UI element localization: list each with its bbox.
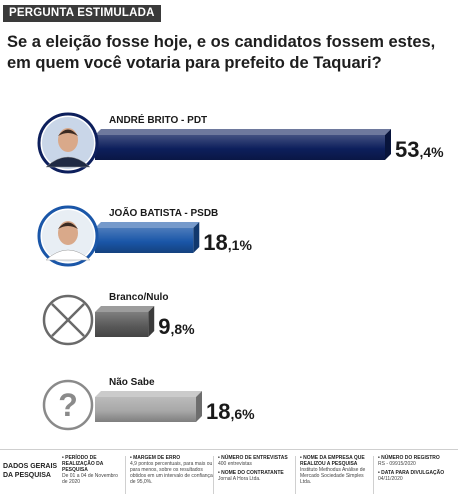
bar-group-3: Não Sabe 18,6%	[95, 377, 255, 424]
footer-separator	[295, 456, 296, 494]
bar-3	[95, 397, 197, 422]
footer-value: 4,9 pontos percentuais, para mais ou par…	[130, 461, 213, 485]
bar-top-3	[95, 391, 203, 397]
value-label-2: 9,8%	[158, 314, 195, 339]
bar-label-3: Não Sabe	[109, 377, 155, 388]
footer-heading: • DATA PARA DIVULGAÇÃO	[378, 470, 445, 476]
value-label-3: 18,6%	[206, 399, 255, 424]
vote-intention-chart: ANDRÉ BRITO - PDT 53,4% JOÃO BATISTA - PSD…	[37, 112, 444, 431]
value-label-0: 53,4%	[395, 137, 444, 162]
value-label-1: 18,1%	[203, 230, 252, 255]
question-circle-icon-3: ?	[42, 379, 94, 431]
footer-heading: • NÚMERO DO REGISTRO	[378, 455, 440, 461]
footer-separator	[213, 456, 214, 494]
candidate-photo-1	[37, 205, 99, 267]
bar-2	[95, 312, 149, 337]
candidate-photo-0	[37, 112, 99, 174]
footer-value: Instituto Methodus Análise de Mercado So…	[300, 467, 366, 485]
footer-value: RS - 09915/2020	[378, 461, 416, 467]
bar-side-3	[196, 391, 203, 422]
footer-value: 400 entrevistas	[218, 461, 252, 467]
footer-value: Jornal A Hora Ltda.	[218, 476, 261, 482]
question-title: Se a eleição fosse hoje, e os candidatos…	[7, 32, 452, 74]
footer-title: DADOS GERAIS DA PESQUISA	[3, 463, 58, 479]
bar-label-0: ANDRÉ BRITO - PDT	[109, 113, 207, 126]
footer-column-2: • NÚMERO DE ENTREVISTAS 400 entrevistas • …	[218, 455, 296, 485]
bar-group-0: ANDRÉ BRITO - PDT 53,4%	[95, 113, 444, 162]
footer-heading: • MARGEM DE ERRO	[130, 455, 181, 461]
footer-heading: • NÚMERO DE ENTREVISTAS	[218, 455, 288, 461]
footer-column-3: • NOME DA EMPRESA QUE REALIZOU A PESQUIS…	[300, 455, 374, 488]
footer-column-4: • NÚMERO DO REGISTRO RS - 09915/2020 • DAT…	[378, 455, 454, 485]
question-line-1: Se a eleição fosse hoje, e os candidatos…	[7, 33, 436, 51]
footer-value: De 01 a 04 de Novembro de 2020	[62, 473, 118, 485]
bar-0	[95, 135, 385, 160]
svg-text:?: ?	[58, 387, 78, 423]
question-line-2: em quem você votaria para prefeito de Ta…	[7, 54, 382, 72]
footer-heading: • NOME DO CONTRATANTE	[218, 470, 284, 476]
footer-separator	[373, 456, 374, 494]
bar-side-1	[193, 222, 200, 253]
footer-separator	[125, 456, 126, 494]
bar-top-2	[95, 306, 155, 312]
bar-group-1: JOÃO BATISTA - PSDB 18,1%	[95, 206, 252, 255]
bar-group-2: Branco/Nulo 9,8%	[95, 292, 195, 339]
bar-side-0	[385, 129, 391, 160]
footer-column-0: • PERÍODO DE REALIZAÇÃO DA PESQUISA De 01…	[62, 455, 124, 488]
survey-footer: DADOS GERAIS DA PESQUISA • PERÍODO DE RE…	[0, 449, 458, 500]
bar-top-1	[95, 222, 200, 228]
bar-top-0	[95, 129, 391, 135]
bar-1	[95, 228, 194, 253]
footer-column-1: • MARGEM DE ERRO 4,9 pontos percentuais, …	[130, 455, 214, 488]
footer-value: 04/11/2020	[378, 476, 403, 482]
question-tag: PERGUNTA ESTIMULADA	[3, 5, 161, 22]
bar-label-1: JOÃO BATISTA - PSDB	[109, 206, 218, 219]
bar-side-2	[148, 306, 155, 337]
footer-heading: • PERÍODO DE REALIZAÇÃO DA PESQUISA	[62, 455, 104, 473]
bar-label-2: Branco/Nulo	[109, 292, 168, 303]
footer-heading: • NOME DA EMPRESA QUE REALIZOU A PESQUIS…	[300, 455, 365, 467]
x-circle-icon-2	[42, 294, 94, 346]
